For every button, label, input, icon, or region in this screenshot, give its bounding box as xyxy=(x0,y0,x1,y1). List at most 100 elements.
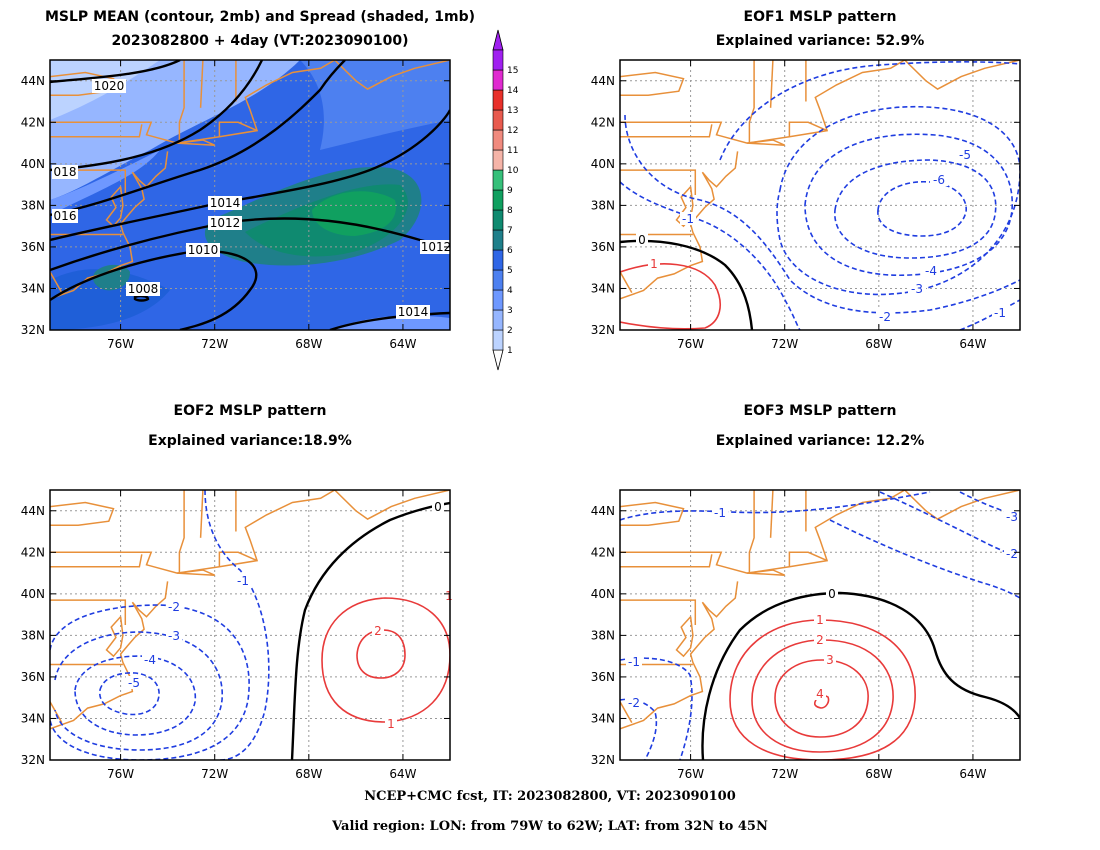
panel4-y-axis: 32N 34N 36N 38N 40N 42N 44N xyxy=(591,504,1020,767)
y-tick-label: 34N xyxy=(21,281,45,295)
x-tick-label: 68W xyxy=(295,337,322,351)
svg-text:-3: -3 xyxy=(911,282,923,296)
colorbar-swatch xyxy=(492,249,504,271)
eof3-label-2: 2 xyxy=(814,633,826,647)
y-tick-label: 40N xyxy=(21,587,45,601)
panel2-contour-labels: 0 1 -1 -2 -3 -4 -5 -6 -1 xyxy=(636,148,1008,324)
eof1-label-m1b: -1 xyxy=(992,306,1008,320)
colorbar-swatch xyxy=(492,129,504,151)
y-tick-label: 40N xyxy=(21,157,45,171)
eof1-pos1 xyxy=(620,263,721,330)
colorbar-swatch xyxy=(492,109,504,131)
colorbar-bottom-arrow xyxy=(492,349,504,371)
eof3-neg1-top xyxy=(620,491,931,521)
panel2-title: EOF1 MSLP pattern xyxy=(743,9,897,25)
panel4-x-axis: 76W 72W 68W 64W xyxy=(677,490,987,781)
svg-text:1: 1 xyxy=(387,717,395,731)
y-tick-label: 34N xyxy=(21,711,45,725)
x-tick-label: 64W xyxy=(389,767,416,781)
svg-text:0: 0 xyxy=(828,587,836,601)
eof1-neg3-ring xyxy=(776,106,1020,296)
footer-line-2: Valid region: LON: from 79W to 62W; LAT:… xyxy=(332,819,768,834)
x-tick-label: 72W xyxy=(201,337,228,351)
x-tick-label: 68W xyxy=(865,767,892,781)
y-tick-label: 42N xyxy=(21,115,45,129)
x-tick-label: 72W xyxy=(771,337,798,351)
panel1-isobar-labels: 1020 018 016 1014 1012 1010 1008 1012 10… xyxy=(52,79,451,319)
svg-text:1014: 1014 xyxy=(398,305,429,319)
eof3-label-0: 0 xyxy=(826,587,838,601)
panel1-subtitle: 2023082800 + 4day (VT:2023090100) xyxy=(111,33,409,49)
panel1-isobars xyxy=(50,60,450,330)
label-1010: 1010 xyxy=(186,243,220,257)
eof2-neg4 xyxy=(74,655,197,736)
x-tick-label: 76W xyxy=(677,767,704,781)
panel2-x-axis: 76W 72W 68W 64W xyxy=(677,60,987,351)
eof3-label-3: 3 xyxy=(824,653,836,667)
panel4-contour-labels: 0 1 2 3 4 -1 -2 -1 -3 -2 xyxy=(626,506,1020,710)
eof1-neg5-ring xyxy=(834,159,997,259)
colorbar-label: 10 xyxy=(507,166,519,176)
svg-text:1014: 1014 xyxy=(210,196,241,210)
colorbar-label: 9 xyxy=(507,186,513,196)
eof1-label-1: 1 xyxy=(648,257,660,271)
eof2-neg3 xyxy=(54,631,223,751)
colorbar-swatch xyxy=(492,209,504,231)
x-tick-label: 76W xyxy=(107,767,134,781)
label-1014b: 1014 xyxy=(396,305,430,319)
panel1-frame xyxy=(49,59,451,331)
colorbar-swatch xyxy=(492,329,504,351)
eof1-label-m5: -5 xyxy=(956,148,974,162)
svg-text:018: 018 xyxy=(54,165,77,179)
eof3-pos1 xyxy=(729,619,916,760)
y-tick-label: 38N xyxy=(21,628,45,642)
isobar-1016 xyxy=(50,60,346,217)
colorbar-swatch xyxy=(492,169,504,191)
eof2-label-0: 0 xyxy=(432,500,444,514)
eof3-neg1-left xyxy=(620,657,693,760)
colorbar-label: 8 xyxy=(507,206,513,216)
colorbar-swatch xyxy=(492,89,504,111)
panel3-grid xyxy=(50,490,450,760)
eof3-label-m1b: -1 xyxy=(712,506,728,520)
eof3-label-m1a: -1 xyxy=(626,655,642,669)
label-1020: 1020 xyxy=(92,79,126,93)
y-tick-label: 34N xyxy=(591,711,615,725)
svg-text:-3: -3 xyxy=(1006,510,1018,524)
svg-text:-3: -3 xyxy=(168,629,180,643)
svg-text:2: 2 xyxy=(816,633,824,647)
panel4-title: EOF3 MSLP pattern xyxy=(743,403,897,419)
y-tick-label: 38N xyxy=(591,198,615,212)
panel4-subtitle: Explained variance: 12.2% xyxy=(715,433,925,449)
x-tick-label: 76W xyxy=(107,337,134,351)
eof1-neg6-ring xyxy=(877,180,967,237)
x-tick-label: 68W xyxy=(865,337,892,351)
isobar-1010 xyxy=(50,249,258,330)
colorbar-label: 6 xyxy=(507,246,513,256)
svg-text:-4: -4 xyxy=(144,653,156,667)
eof3-pos3 xyxy=(774,659,869,738)
svg-text:1: 1 xyxy=(816,613,824,627)
eof1-label-m4: -4 xyxy=(922,264,940,278)
y-tick-label: 44N xyxy=(591,504,615,518)
colorbar-swatch xyxy=(492,269,504,291)
eof2-pos1 xyxy=(321,597,450,723)
panel2-frame xyxy=(619,59,1021,331)
label-1012a: 1012 xyxy=(208,216,242,230)
eof1-label-m6: -6 xyxy=(930,173,948,187)
x-tick-label: 76W xyxy=(677,337,704,351)
y-tick-label: 34N xyxy=(591,281,615,295)
colorbar-label: 12 xyxy=(507,126,518,136)
panel2-y-axis: 32N 34N 36N 38N 40N 42N 44N xyxy=(591,74,1020,337)
label-1012b: 1012 xyxy=(420,240,451,254)
colorbar-top-arrow xyxy=(492,29,504,51)
y-tick-label: 32N xyxy=(591,323,615,337)
colorbar-label: 13 xyxy=(507,106,518,116)
eof2-label-m4: -4 xyxy=(142,653,158,667)
isobar-1018 xyxy=(50,60,264,172)
colorbar-label: 3 xyxy=(507,306,513,316)
svg-text:1012: 1012 xyxy=(210,216,241,230)
svg-text:-1: -1 xyxy=(714,506,726,520)
y-tick-label: 36N xyxy=(21,670,45,684)
panel2-subtitle: Explained variance: 52.9% xyxy=(715,33,925,49)
